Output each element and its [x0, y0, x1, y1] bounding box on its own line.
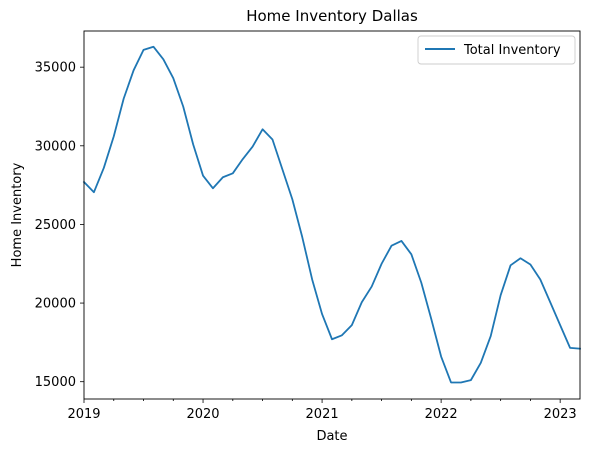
x-tick-label: 2021 — [306, 407, 339, 422]
x-axis-label: Date — [316, 429, 347, 444]
series-line-0 — [82, 45, 581, 384]
y-tick-label: 20000 — [35, 297, 76, 312]
y-axis: 15000 20000 25000 30000 35000 — [35, 61, 84, 390]
y-tick-label: 35000 — [35, 61, 76, 76]
x-tick-label: 2022 — [425, 407, 458, 422]
x-tick-label: 2023 — [544, 407, 577, 422]
y-tick-label: 15000 — [35, 375, 76, 390]
y-tick-label: 25000 — [35, 218, 76, 233]
legend-entry-label: Total Inventory — [463, 43, 561, 58]
x-tick-label: 2019 — [67, 407, 100, 422]
x-tick-label: 2020 — [186, 407, 219, 422]
chart-title: Home Inventory Dallas — [246, 7, 418, 25]
plot-area — [82, 45, 581, 384]
y-axis-label: Home Inventory — [10, 162, 25, 267]
legend: Total Inventory — [417, 35, 576, 65]
x-axis: 2019 2020 2021 2022 2023 — [67, 399, 577, 422]
legend-box — [417, 35, 576, 65]
y-tick-label: 30000 — [35, 139, 76, 154]
plot-frame — [83, 30, 581, 400]
